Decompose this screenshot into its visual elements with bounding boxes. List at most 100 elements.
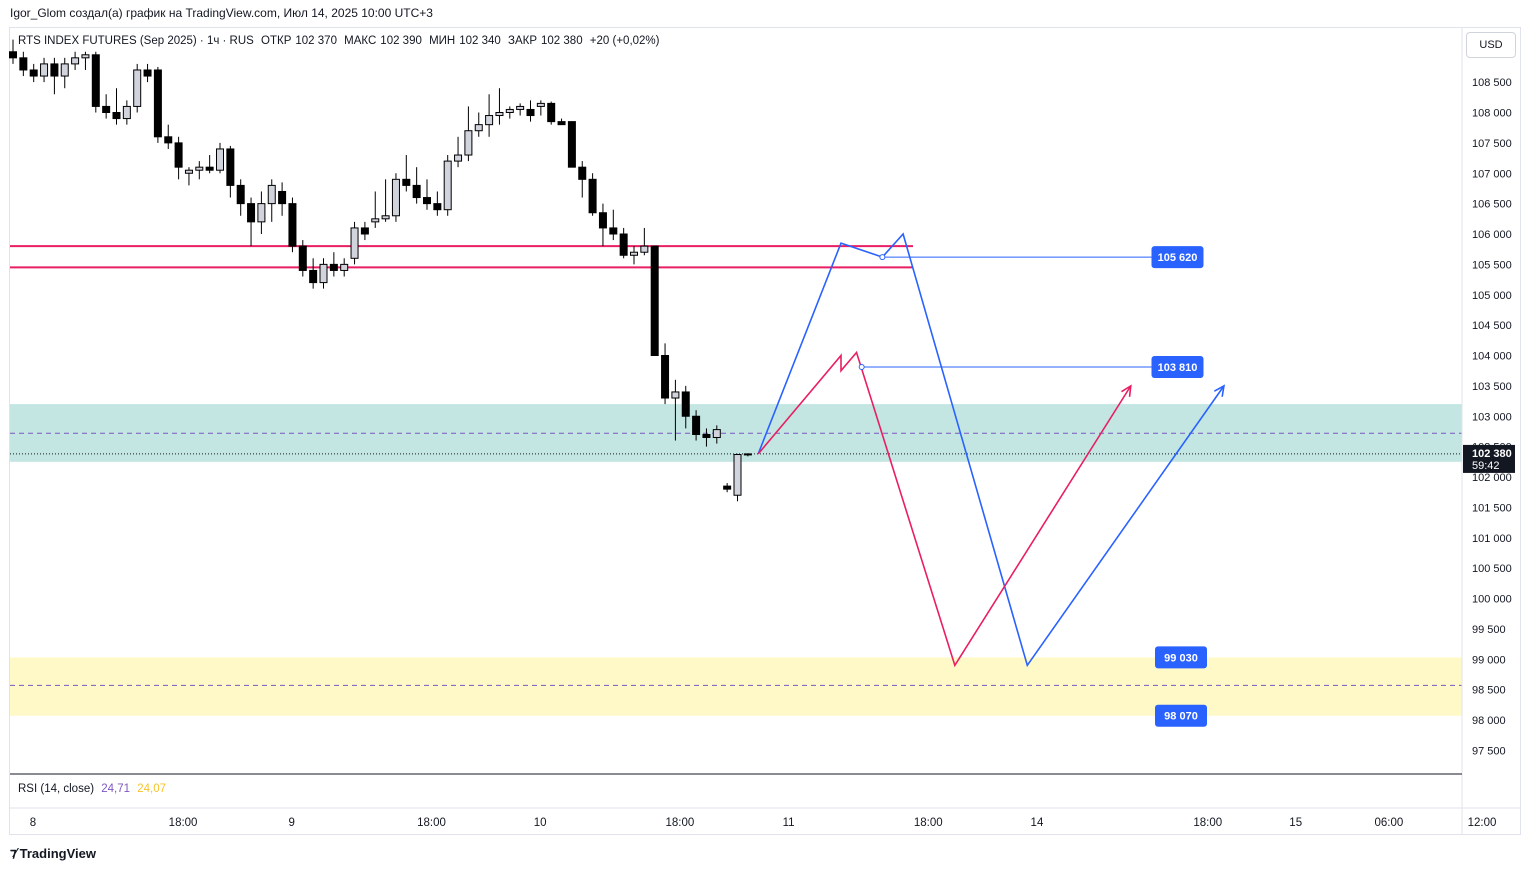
candle-body (598, 212, 607, 229)
rsi-ma-value: 24,07 (137, 783, 167, 795)
last-price-box (1463, 444, 1515, 473)
candle-body (60, 63, 69, 77)
price-tag-label: 99 030 (1164, 652, 1198, 664)
time-tick-label: 11 (783, 817, 795, 829)
candle-body (216, 148, 224, 171)
price-tag (1155, 704, 1207, 727)
rsi-value: 24,71 (101, 783, 131, 795)
candle-body (505, 108, 514, 114)
rsi-label[interactable]: RSI (14, close) (18, 783, 95, 795)
candle-body (381, 215, 390, 220)
candle-body (236, 184, 245, 205)
forecast-path-pink (757, 350, 1132, 668)
tradingview-logo[interactable]: ⁊∕ TradingView (10, 845, 96, 861)
candle-body (267, 184, 276, 205)
close-label: ЗАКР (508, 35, 538, 47)
candle-body (50, 63, 59, 77)
candle-body (391, 178, 400, 217)
candle-body (184, 169, 193, 174)
candle-body (412, 184, 421, 199)
candle-body (557, 121, 566, 126)
candle-body (640, 245, 649, 253)
price-tick-label: 98 500 (1472, 685, 1506, 697)
time-tick-label: 18:00 (1193, 817, 1222, 829)
forecast-arrowhead (1121, 384, 1132, 397)
candle-body (578, 166, 587, 180)
time-tick-label: 18:00 (914, 817, 943, 829)
price-tick-label: 103 500 (1472, 381, 1512, 393)
candle-body (588, 178, 597, 214)
price-tag-label: 98 070 (1164, 711, 1198, 723)
time-tick-label: 06:00 (1374, 817, 1403, 829)
price-tick-label: 106 000 (1472, 229, 1512, 241)
price-tick-label: 102 000 (1472, 472, 1512, 484)
candle-body (288, 203, 297, 247)
forecast-path-blue (757, 232, 1225, 668)
candle-body (9, 51, 17, 59)
time-tick-label: 18:00 (665, 817, 694, 829)
price-tick-label: 105 000 (1472, 290, 1512, 302)
candle-body (630, 251, 638, 256)
open-value: 102 370 (295, 35, 337, 47)
candle-body (350, 227, 359, 259)
candle-body (547, 102, 556, 123)
candle-body (671, 391, 680, 399)
candle-body (454, 154, 463, 162)
candle-body (247, 203, 256, 223)
candle-body (712, 429, 721, 439)
price-tick-label: 108 500 (1472, 77, 1512, 89)
last-price-label: 102 380 (1472, 448, 1512, 460)
price-tick-label: 98 000 (1472, 715, 1506, 727)
candle-body (153, 69, 162, 138)
time-tick-label: 9 (289, 817, 295, 829)
price-tag-label: 103 810 (1158, 362, 1198, 374)
candle-body (619, 233, 628, 256)
candle-body (164, 136, 173, 144)
price-tick-label: 104 500 (1472, 320, 1512, 332)
time-tick-label: 18:00 (169, 817, 198, 829)
change-value: +20 (+0,02%) (589, 35, 660, 47)
price-level-anchor (879, 254, 886, 261)
rsi-legend[interactable]: RSI (14, close) 24,71 24,07 (18, 783, 166, 795)
candle-body (174, 142, 183, 168)
countdown-label: 59:42 (1472, 460, 1500, 472)
open-label: ОТКР (261, 35, 292, 47)
candle-body (102, 105, 111, 114)
time-tick-label: 12:00 (1468, 817, 1497, 829)
symbol-legend[interactable]: RTS INDEX FUTURES (Sep 2025) · 1ч · RUS … (18, 35, 663, 47)
candle-body (29, 69, 38, 77)
candle-body (692, 415, 701, 435)
candle-body (443, 160, 452, 211)
candle-body (371, 218, 380, 223)
time-tick-label: 18:00 (417, 817, 446, 829)
price-tick-label: 106 500 (1472, 199, 1512, 211)
price-tick-label: 103 000 (1472, 411, 1512, 423)
candle-body (650, 245, 659, 356)
time-tick-label: 14 (1031, 817, 1044, 829)
close-value: 102 380 (541, 35, 583, 47)
candle-body (526, 108, 535, 117)
price-tick-label: 97 500 (1472, 745, 1506, 757)
candle-body (309, 269, 318, 284)
candle-body (433, 203, 442, 211)
candle-body (702, 433, 711, 439)
price-tick-label: 105 500 (1472, 259, 1512, 271)
candle-body (133, 69, 142, 107)
time-tick-label: 10 (534, 817, 547, 829)
candle-body (81, 54, 90, 59)
candle-body (278, 190, 287, 205)
currency-button[interactable]: USD (1466, 32, 1516, 58)
candle-body (257, 203, 266, 223)
price-tick-label: 108 000 (1472, 108, 1512, 120)
price-tick-label: 107 500 (1472, 138, 1512, 150)
tradingview-brand: TradingView (19, 845, 96, 861)
candle-body (516, 105, 525, 110)
candle-body (567, 121, 576, 168)
candle-body (495, 112, 504, 117)
candle-body (122, 105, 131, 120)
symbol-name[interactable]: RTS INDEX FUTURES (Sep 2025) · 1ч · RUS (18, 35, 254, 47)
chart-frame (9, 27, 1521, 835)
candle-body (91, 54, 100, 107)
price-tag-label: 105 620 (1158, 252, 1198, 264)
